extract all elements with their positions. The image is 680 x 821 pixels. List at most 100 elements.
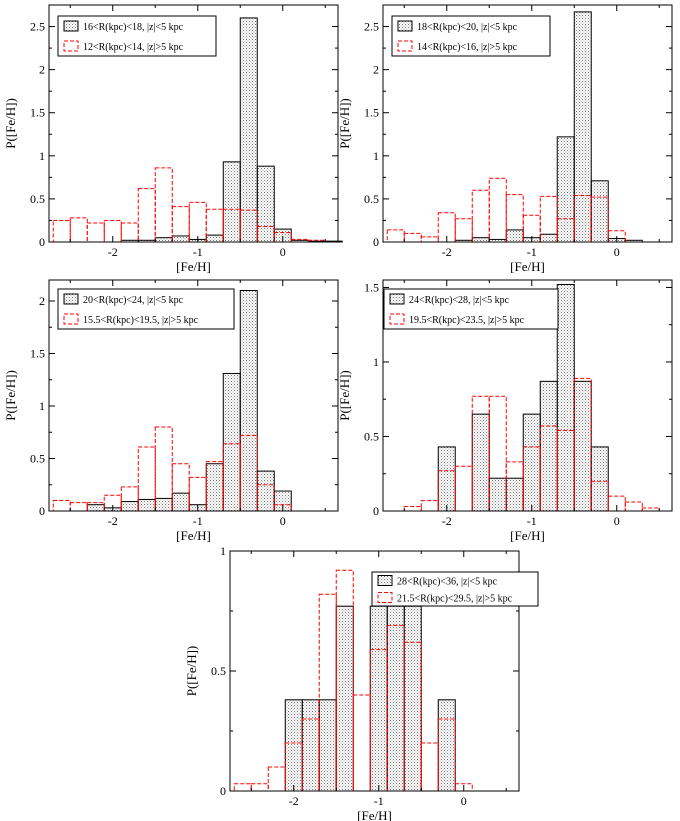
bar-series1: [171, 492, 190, 512]
bar-series2: [624, 501, 643, 512]
y-tick-label: 1.5: [30, 106, 45, 120]
legend-label-series2: 15.5<R(kpc)<19.5, |z|>5 kpc: [83, 315, 199, 326]
x-tick-label: -2: [108, 245, 118, 259]
y-axis-label: P([Fe/H]): [3, 98, 18, 149]
y-tick-label: 0.5: [30, 192, 45, 206]
bar-series1: [437, 446, 456, 512]
bar-series2: [267, 766, 286, 792]
bar-series1: [154, 497, 173, 512]
plot-frame: [48, 279, 339, 512]
bar-series2: [454, 218, 473, 243]
bar-series2: [52, 500, 71, 512]
bar-series1: [437, 699, 456, 792]
y-tick-label: 0.5: [30, 452, 45, 466]
bar-series1: [539, 380, 558, 512]
legend-swatch-series2: [397, 40, 413, 52]
legend-swatch-series2: [63, 40, 79, 52]
bar-series1: [239, 290, 258, 512]
bar-series2: [403, 232, 422, 243]
bar-series1: [488, 477, 507, 512]
plot-frame: [382, 279, 673, 512]
bar-series1: [318, 699, 337, 792]
histogram-panel-1: -2 -1 0 0 0.5 1 1.5 2 2.5 [Fe/H] P([Fe/H]) 16<R(kpc…: [3, 4, 343, 274]
bar-series1: [471, 237, 490, 243]
y-tick-label: 1: [373, 149, 379, 163]
bar-series2: [52, 219, 71, 243]
y-tick-label: 0: [39, 235, 45, 249]
bar-series2: [86, 222, 105, 243]
x-tick-label: -2: [442, 514, 452, 528]
bar-series1: [205, 463, 224, 512]
y-tick-label: 1: [220, 544, 226, 558]
y-tick-label: 1.5: [30, 347, 45, 361]
x-tick-label: 0: [461, 794, 467, 808]
bar-series1: [256, 165, 275, 243]
bar-series1: [505, 229, 524, 243]
bar-series1: [471, 413, 490, 512]
histogram-panel-2: -2 -1 0 0 0.5 1 1.5 2 2.5 [Fe/H] P([Fe/H]) 18<R(kpc…: [337, 4, 673, 274]
legend-swatch-series2: [377, 592, 393, 603]
legend: 18<R(kpc)<20, |z|<5 kpc 14<R(kpc)<16, |z|…: [391, 15, 551, 57]
bar-series2: [420, 500, 439, 512]
y-tick-label: 2: [373, 63, 379, 77]
legend: 20<R(kpc)<24, |z|<5 kpc 15.5<R(kpc)<19.5,…: [57, 288, 235, 330]
y-tick-label: 0: [39, 504, 45, 518]
bar-series2: [137, 188, 156, 243]
bar-series2: [222, 208, 241, 243]
y-tick-label: 0.5: [364, 429, 379, 443]
legend-swatch-series1: [377, 575, 393, 586]
bar-series1: [284, 699, 303, 792]
bar-series2: [120, 222, 139, 243]
y-tick-label: 1: [373, 355, 379, 369]
x-axis-label: [Fe/H]: [510, 528, 545, 543]
legend-label-series1: 28<R(kpc)<36, |z|<5 kpc: [397, 577, 498, 588]
legend-label-series1: 18<R(kpc)<20, |z|<5 kpc: [417, 22, 518, 33]
bar-series2: [273, 232, 292, 243]
legend-swatch-series1: [397, 20, 413, 32]
legend-swatch-series1: [63, 293, 79, 305]
bar-series2: [420, 236, 439, 243]
bar-series1: [86, 504, 105, 512]
y-tick-label: 1.5: [364, 280, 379, 294]
bar-series1: [369, 605, 388, 792]
bar-series1: [573, 380, 592, 512]
x-tick-label: 0: [614, 245, 620, 259]
bar-series1: [205, 234, 224, 243]
legend-label-series2: 12<R(kpc)<14, |z|>5 kpc: [83, 42, 184, 53]
legend-label-series1: 20<R(kpc)<24, |z|<5 kpc: [83, 295, 184, 306]
legend-box: [371, 571, 539, 607]
legend-box: [57, 288, 235, 330]
bar-series1: [137, 498, 156, 512]
bar-series1: [239, 17, 258, 243]
x-axis-label: [Fe/H]: [510, 259, 545, 274]
y-axis-label: P([Fe/H]): [337, 370, 352, 421]
bar-series1: [222, 372, 241, 512]
y-tick-label: 1: [39, 149, 45, 163]
y-axis-label: P([Fe/H]): [3, 370, 18, 421]
bar-series1: [505, 477, 524, 512]
bar-series2: [488, 177, 507, 243]
bar-series2: [471, 189, 490, 243]
bar-series2: [386, 229, 405, 243]
legend-label-series2: 21.5<R(kpc)<29.5, |z|>5 kpc: [397, 594, 513, 605]
bar-series2: [69, 502, 88, 512]
legend-box: [57, 15, 217, 57]
x-tick-label: -1: [193, 514, 203, 528]
bar-series1: [301, 699, 320, 792]
x-tick-label: 0: [280, 514, 286, 528]
x-axis-label: [Fe/H]: [357, 808, 392, 821]
x-tick-label: -2: [108, 514, 118, 528]
y-tick-label: 0.5: [211, 664, 226, 678]
x-axis-label: [Fe/H]: [176, 259, 211, 274]
bar-series2: [420, 742, 439, 792]
y-tick-label: 2.5: [30, 20, 45, 34]
bar-series1: [590, 180, 609, 243]
legend-label-series2: 19.5<R(kpc)<23.5, |z|>5 kpc: [409, 315, 525, 326]
histogram-panel-4: -2 -1 0 0 0.5 1 1.5 [Fe/H] P([Fe/H]) 24<R(kpc)<28…: [337, 279, 673, 543]
bar-series2: [69, 217, 88, 243]
legend: 28<R(kpc)<36, |z|<5 kpc 21.5<R(kpc)<29.5,…: [371, 571, 539, 607]
plot-frame: [48, 4, 339, 243]
x-tick-label: -1: [527, 245, 537, 259]
bar-series2: [188, 476, 207, 512]
